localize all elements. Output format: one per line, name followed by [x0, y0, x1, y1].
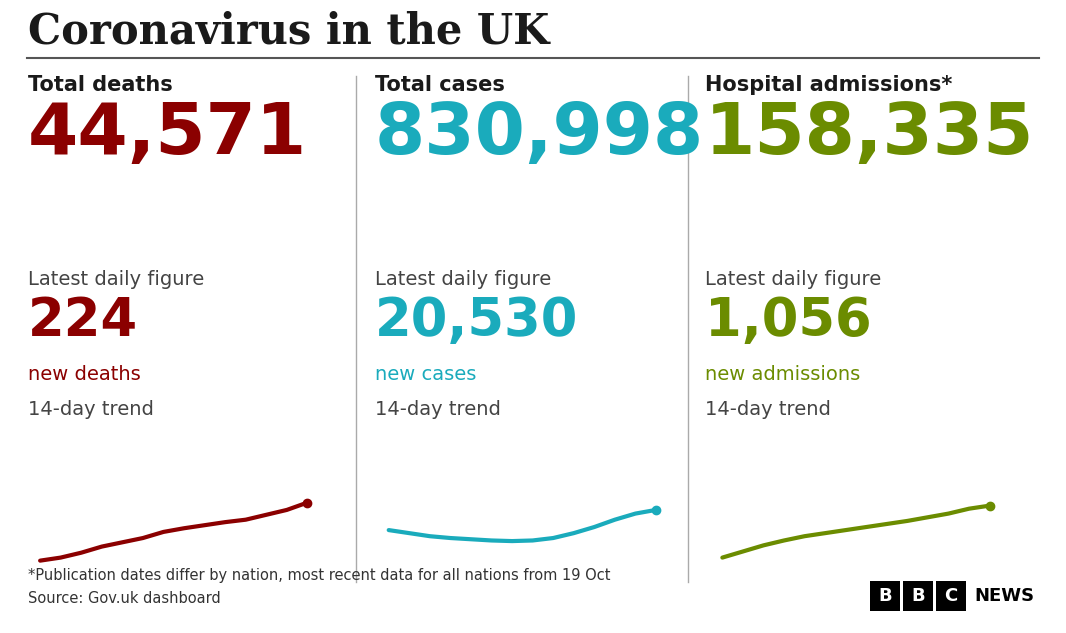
Text: 44,571: 44,571 — [28, 100, 307, 169]
Text: 1,056: 1,056 — [705, 295, 872, 347]
Text: Coronavirus in the UK: Coronavirus in the UK — [28, 10, 549, 52]
Text: new cases: new cases — [375, 365, 477, 384]
Text: 158,335: 158,335 — [705, 100, 1034, 169]
Text: Total deaths: Total deaths — [28, 75, 173, 95]
Bar — [936, 581, 966, 611]
Text: Total cases: Total cases — [375, 75, 505, 95]
Text: Latest daily figure: Latest daily figure — [28, 270, 205, 289]
Text: B: B — [878, 587, 892, 605]
Text: *Publication dates differ by nation, most recent data for all nations from 19 Oc: *Publication dates differ by nation, mos… — [28, 568, 611, 583]
Text: C: C — [944, 587, 957, 605]
Text: 224: 224 — [28, 295, 139, 347]
Bar — [903, 581, 933, 611]
Text: NEWS: NEWS — [974, 587, 1034, 605]
Text: 14-day trend: 14-day trend — [28, 400, 154, 419]
Text: new deaths: new deaths — [28, 365, 141, 384]
Text: 14-day trend: 14-day trend — [705, 400, 830, 419]
Bar — [870, 581, 900, 611]
Text: 830,998: 830,998 — [375, 100, 705, 169]
Text: 14-day trend: 14-day trend — [375, 400, 501, 419]
Text: Hospital admissions*: Hospital admissions* — [705, 75, 952, 95]
Text: Source: Gov.uk dashboard: Source: Gov.uk dashboard — [28, 591, 221, 606]
Text: Latest daily figure: Latest daily figure — [705, 270, 882, 289]
Text: B: B — [911, 587, 925, 605]
Text: new admissions: new admissions — [705, 365, 860, 384]
Text: 20,530: 20,530 — [375, 295, 579, 347]
Text: Latest daily figure: Latest daily figure — [375, 270, 551, 289]
